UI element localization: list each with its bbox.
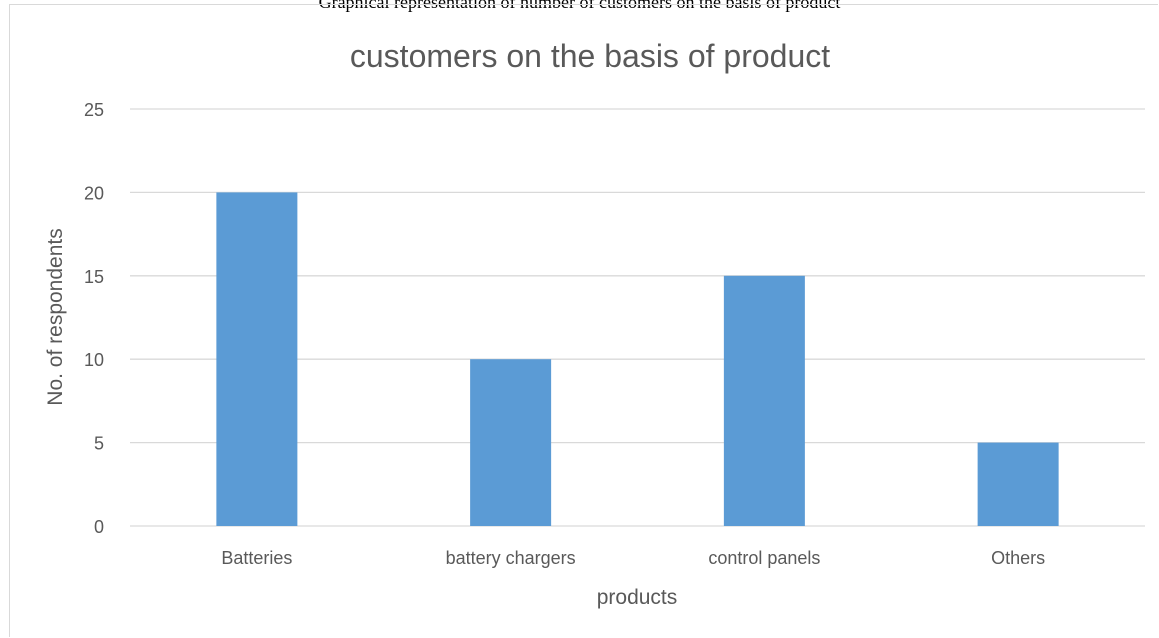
chart-frame	[9, 4, 1158, 637]
y-tick-label: 5	[94, 434, 104, 454]
x-tick-label: Others	[991, 548, 1045, 568]
y-axis-ticks: 0 5 10 15 20 25	[84, 100, 104, 537]
bar-control-panels	[723, 275, 805, 526]
y-tick-label: 25	[84, 100, 104, 120]
gridlines	[130, 108, 1145, 527]
y-tick-label: 10	[84, 350, 104, 370]
y-tick-label: 20	[84, 183, 104, 203]
y-tick-label: 15	[84, 267, 104, 287]
chart-title: customers on the basis of product	[350, 38, 830, 74]
x-tick-label: control panels	[708, 548, 820, 568]
y-axis-label: No. of respondents	[44, 228, 67, 405]
bar-others	[977, 442, 1059, 526]
bar-batteries	[216, 192, 298, 526]
y-tick-label: 0	[94, 517, 104, 537]
bar-battery-chargers	[470, 359, 552, 526]
bars	[216, 192, 1059, 526]
figure-caption: Graphical representation of number of cu…	[318, 0, 841, 12]
x-axis-label: products	[597, 586, 678, 609]
x-tick-label: Batteries	[221, 548, 292, 568]
x-axis-ticks: Batteries battery chargers control panels O…	[221, 548, 1045, 568]
x-tick-label: battery chargers	[446, 548, 576, 568]
